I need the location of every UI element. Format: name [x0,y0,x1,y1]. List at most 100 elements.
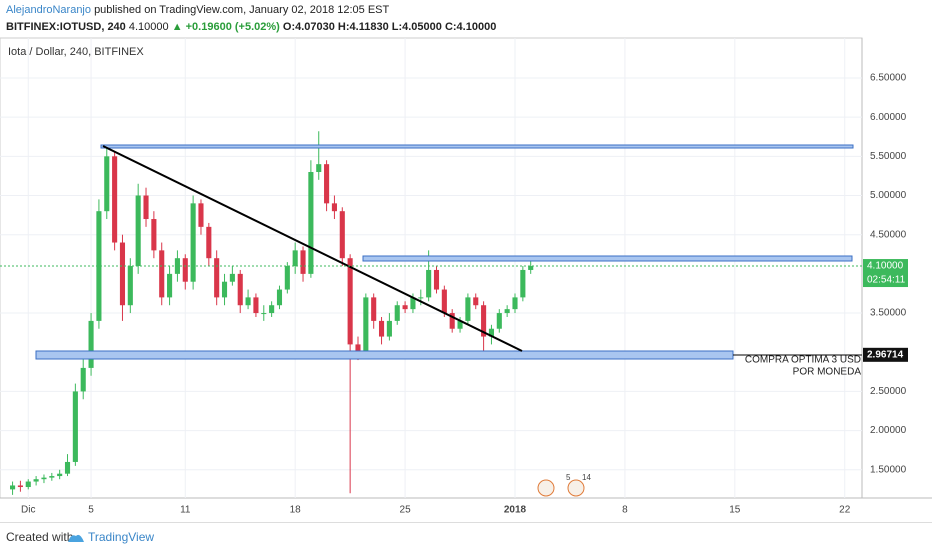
candle-body [371,297,377,321]
candle-body [72,391,78,462]
price: 4.10000 [128,21,169,33]
y-tick-label: 6.50000 [870,73,907,84]
candle-body [504,309,510,314]
candle-body [64,461,71,474]
chart: Iota / Dollar, 240, BITFINEX COMPRA OPTI… [0,37,932,516]
logo [68,534,84,542]
annotation: POR MONEDA [793,367,862,378]
header: AlejandroNaranjo published on TradingVie… [6,2,496,36]
brand[interactable]: TradingView [88,530,155,544]
candle-body [25,481,31,488]
y-tick-label: 5.00000 [870,190,907,201]
candle-body [112,156,118,243]
candle-body [496,313,502,329]
candle-body [520,269,526,298]
symbol: BITFINEX:IOTUSD, 240 [6,21,126,33]
candle-body [190,203,196,282]
candle-body [143,195,149,220]
level-box [863,347,908,362]
candle-body [41,477,47,480]
candle-body [269,305,275,314]
x-tick-label: 22 [839,505,851,516]
candle-body [253,297,259,314]
candle-body [481,305,487,337]
x-tick-label: 2018 [504,505,527,516]
candle-body [182,258,188,282]
candles [10,131,534,495]
candle-body [355,344,361,353]
x-tick-label: 18 [290,505,302,516]
candle-body [49,476,55,478]
header-line: AlejandroNaranjo published on TradingVie… [6,2,496,19]
candle-body [410,297,416,310]
x-tick-label: 8 [622,505,628,516]
logo-shape [68,534,84,542]
trend-line [102,145,523,352]
candle-body [88,320,94,368]
candle-body [465,297,471,321]
y-tick-label: 5.50000 [870,151,907,162]
header-line: BITFINEX:IOTUSD, 240 4.10000 ▲ +0.19600 … [6,19,496,36]
candle-body [127,266,133,306]
candle-body [488,328,495,337]
y-tick-label: 2.00000 [870,425,907,436]
candle-body [151,219,157,251]
candle-body [363,297,369,353]
candle-body [221,281,228,298]
x-tick-label: 11 [180,505,191,516]
annotation: COMPRA OPTIMA 3 USD [745,355,861,366]
candle-body [324,164,330,204]
candle-body [159,250,165,298]
event-icon[interactable] [537,479,555,497]
candle-body [104,156,110,212]
candle-body [237,273,243,306]
y-tick-label: 3.50000 [870,308,907,319]
candle-body [331,203,337,212]
support-zone [35,350,734,360]
last-price-box [863,259,908,288]
published: published on TradingView.com, January 02… [94,4,390,16]
y-tick-label: 1.50000 [870,464,907,475]
candle-body [80,367,86,392]
candle-body [441,289,447,314]
candle-body [135,195,141,267]
candle-body [433,269,440,290]
resistance-zone [100,144,854,149]
candle-body [245,297,251,306]
candle-body [512,297,518,310]
author[interactable]: AlejandroNaranjo [6,4,91,16]
candle-body [276,289,283,306]
change: ▲ +0.19600 (+5.02%) [171,21,280,33]
candle-body [473,297,479,306]
created-with: Created with [6,530,74,544]
footer: Created with TradingView [0,522,932,551]
candle-body [229,273,235,282]
x-tick-label: 5 [88,505,94,516]
candle-body [10,485,16,490]
candle-body [206,226,212,259]
candle-body [528,266,534,270]
candle-body [457,320,463,329]
resistance-zone [362,255,853,262]
event-icon[interactable] [567,479,585,497]
x-tick-label: 15 [729,505,741,516]
countdown-label: 02:54:11 [867,275,906,286]
ohlc: O:4.07030 H:4.11830 L:4.05000 C:4.10000 [282,21,497,33]
candle-body [284,266,290,290]
y-tick-label: 2.50000 [870,386,907,397]
candle-body [394,305,400,321]
candle-body [57,473,63,477]
level-label: 2.96714 [867,349,904,360]
x-tick-label: 25 [400,505,412,516]
candle-body [214,258,220,298]
candle-body [386,320,392,337]
candle-body [261,313,267,315]
candle-body [17,485,23,488]
grid [0,38,862,498]
event-count: 14 [582,473,591,482]
candle-body [402,305,408,310]
y-tick-label: 6.00000 [870,112,907,123]
candle-body [378,320,385,337]
candle-body [167,273,173,298]
